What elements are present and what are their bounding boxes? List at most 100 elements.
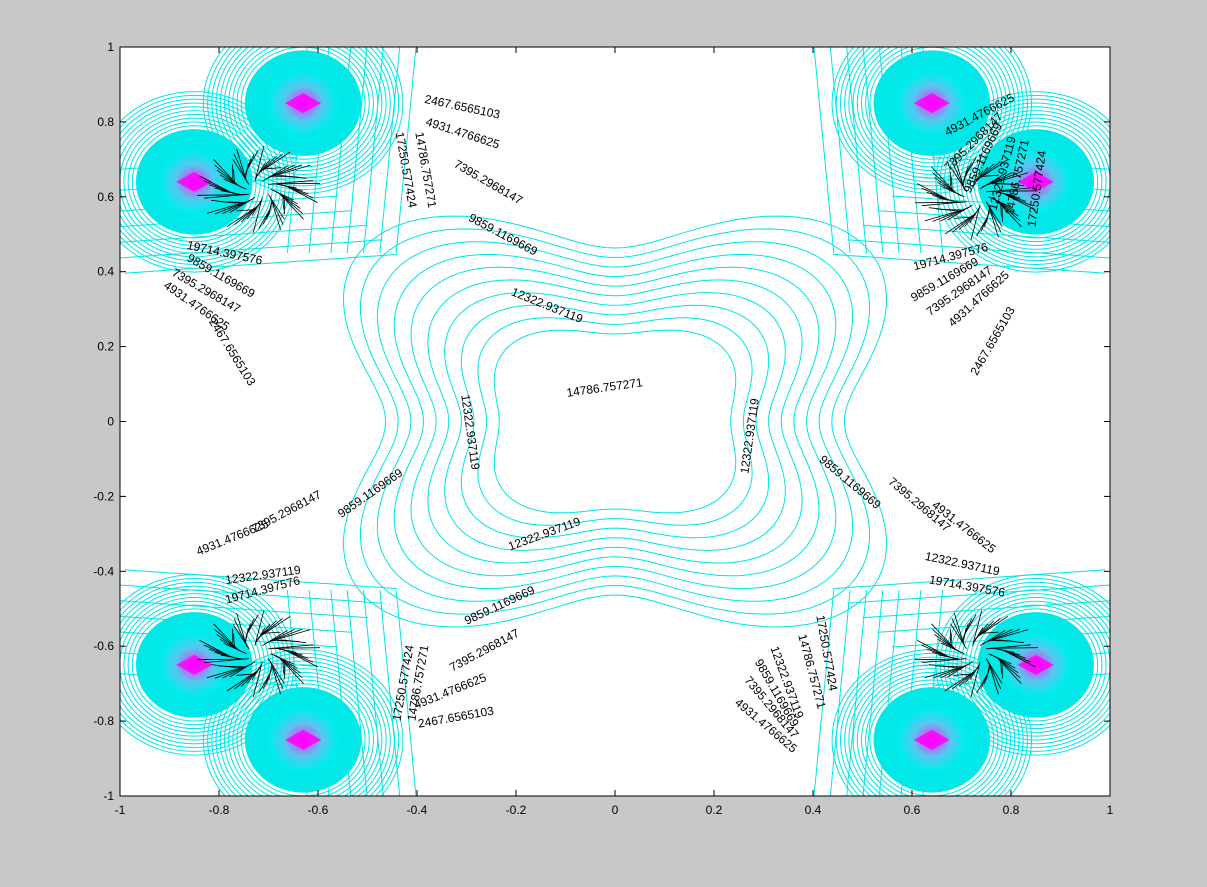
dense-line — [206, 201, 248, 214]
peak-2 — [831, 47, 1033, 194]
contour-line — [124, 569, 398, 589]
contour-line — [120, 224, 368, 243]
dense-line — [236, 612, 247, 645]
peak-contour — [865, 47, 999, 164]
dense-line — [280, 659, 304, 684]
x-tick-label: 0 — [612, 803, 619, 817]
peak-contour — [223, 668, 383, 796]
peak-contour — [839, 47, 1024, 187]
dense-line — [924, 665, 965, 679]
peak-contour — [211, 656, 395, 796]
peak-core — [913, 729, 950, 750]
dense-line — [931, 166, 955, 192]
x-tick-label: 0.6 — [904, 803, 921, 817]
dense-line — [964, 157, 977, 178]
dense-line — [970, 204, 981, 241]
dense-line — [271, 182, 321, 185]
dense-line — [254, 146, 265, 182]
peak-core — [176, 171, 213, 192]
peak-contour — [236, 47, 370, 164]
contour-line — [847, 239, 1110, 259]
dense-line — [931, 623, 955, 649]
peak-contour — [120, 593, 274, 737]
contour-line — [379, 47, 401, 254]
peak-contour — [207, 47, 400, 191]
dense-line — [281, 639, 307, 644]
dense-line — [233, 633, 235, 646]
peak-core — [1017, 654, 1054, 675]
dense-line — [211, 199, 237, 204]
peak-contour — [973, 125, 1099, 239]
contour-line — [360, 228, 870, 615]
dense-line — [261, 151, 291, 171]
y-tick-label: 0 — [107, 415, 114, 429]
dense-line — [988, 205, 999, 238]
dense-line — [226, 207, 256, 228]
dense-line — [265, 167, 281, 170]
x-tick-label: -1 — [115, 803, 126, 817]
peak-contour — [948, 585, 1110, 745]
dense-line — [950, 633, 953, 646]
contour-line — [120, 584, 383, 604]
peak-contour — [835, 652, 1028, 796]
dense-line — [270, 662, 281, 695]
dense-line — [233, 169, 235, 182]
peak-3 — [935, 91, 1110, 273]
dense-region-1 — [914, 153, 1038, 241]
dense-line — [252, 661, 263, 697]
dense-line — [998, 202, 1022, 227]
peak-contour — [228, 671, 379, 796]
peak-contour — [956, 110, 1110, 254]
dense-line — [252, 197, 263, 233]
dense-line — [213, 623, 237, 649]
dense-line — [282, 661, 285, 674]
dense-line — [976, 215, 989, 237]
peak-core — [285, 729, 322, 750]
dense-line — [199, 175, 229, 192]
dense-line — [236, 673, 252, 676]
dense-line — [1000, 204, 1002, 217]
peak-contour — [964, 600, 1107, 730]
dense-line — [211, 664, 237, 668]
peak-contour — [844, 660, 1020, 796]
contour-line — [847, 584, 1110, 604]
dense-region-3 — [914, 610, 1038, 698]
y-tick-label: -0.8 — [93, 714, 114, 728]
dense-line — [1000, 661, 1002, 674]
dense-line — [954, 673, 970, 676]
dense-line — [944, 215, 973, 235]
dense-line — [282, 197, 285, 210]
peak-1 — [120, 91, 295, 273]
contour-line — [832, 254, 1106, 274]
contour-line — [813, 589, 835, 796]
contour-line — [444, 292, 786, 551]
dense-line — [924, 208, 965, 222]
dense-line — [964, 614, 977, 635]
dense-line — [199, 640, 229, 656]
contour-line — [379, 589, 401, 796]
dense-line — [254, 610, 265, 646]
y-tick-label: 1 — [107, 40, 114, 54]
dense-line — [271, 647, 321, 649]
peak-0 — [202, 47, 404, 194]
contour-line — [120, 600, 368, 619]
dense-line — [953, 156, 965, 188]
dense-line — [270, 164, 311, 178]
peak-contour — [964, 117, 1107, 246]
dense-line — [1006, 651, 1036, 668]
peak-contour — [207, 652, 400, 796]
dense-line — [998, 659, 1022, 684]
contour-line — [395, 589, 417, 796]
peak-contour — [943, 98, 1110, 265]
dense-line — [206, 665, 248, 679]
peak-contour — [120, 98, 287, 265]
dense-line — [213, 159, 237, 184]
contour-line — [410, 266, 820, 577]
peak-core — [1017, 171, 1054, 192]
dense-line — [972, 610, 983, 646]
peak-contour — [960, 596, 1110, 733]
peak-contour — [935, 91, 1110, 273]
contour-line — [862, 600, 1110, 619]
peak-contour — [127, 121, 261, 243]
